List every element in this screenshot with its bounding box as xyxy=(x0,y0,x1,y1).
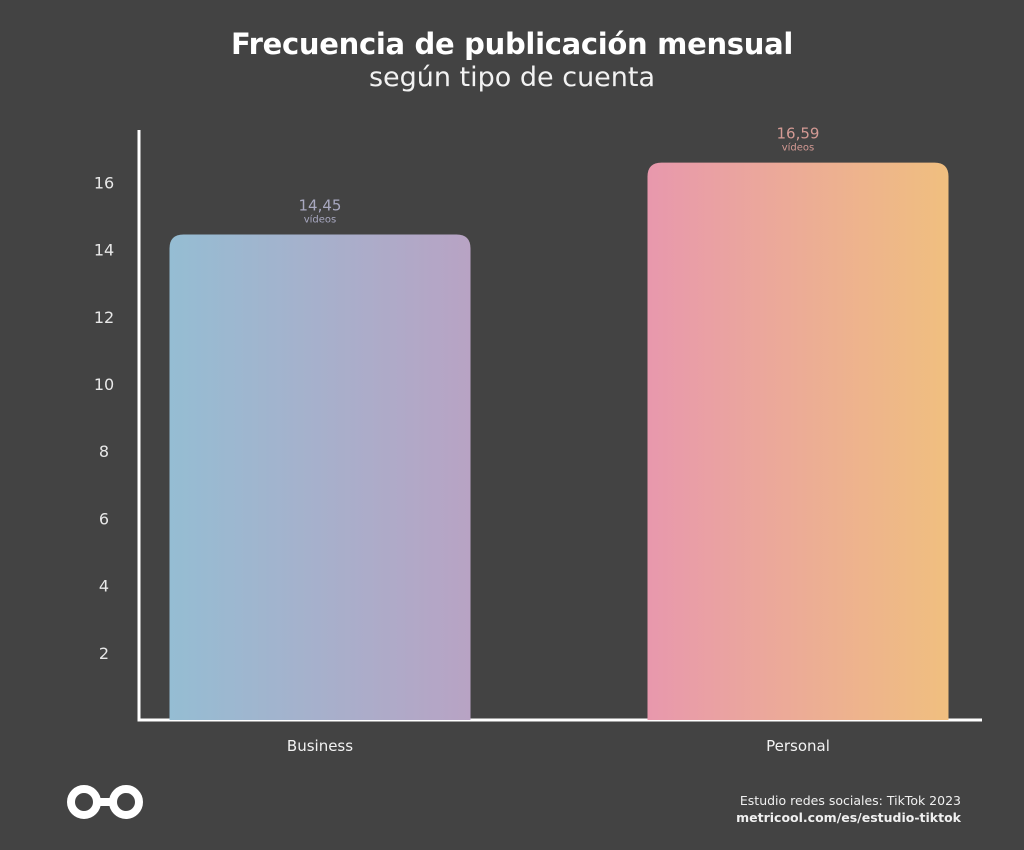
metricool-logo-icon xyxy=(64,782,146,826)
x-category-label: Business xyxy=(287,737,353,755)
y-tick-label: 2 xyxy=(99,644,109,663)
chart-header: Frecuencia de publicación mensual según … xyxy=(0,26,1024,94)
y-tick-label: 10 xyxy=(94,375,114,394)
y-tick-label: 16 xyxy=(94,173,114,192)
y-tick-label: 8 xyxy=(99,442,109,461)
footer-source: Estudio redes sociales: TikTok 2023 xyxy=(739,793,961,808)
footer-credits: Estudio redes sociales: TikTok 2023 metr… xyxy=(736,792,961,826)
bar-business xyxy=(169,234,471,721)
bar-value-label: 14,45 xyxy=(299,196,342,214)
y-tick-label: 6 xyxy=(99,509,109,528)
bar-unit-label: vídeos xyxy=(782,142,815,154)
y-tick-label: 12 xyxy=(94,308,114,327)
y-tick-label: 4 xyxy=(99,577,109,596)
chart-title: Frecuencia de publicación mensual xyxy=(230,27,794,61)
bar-unit-label: vídeos xyxy=(304,213,337,225)
bar-personal xyxy=(647,162,949,721)
bar-value-label: 16,59 xyxy=(777,125,820,143)
chart-subtitle: según tipo de cuenta xyxy=(368,62,656,93)
x-category-label: Personal xyxy=(766,737,830,755)
footer-url: metricool.com/es/estudio-tiktok xyxy=(736,810,961,825)
y-tick-label: 14 xyxy=(94,241,114,260)
